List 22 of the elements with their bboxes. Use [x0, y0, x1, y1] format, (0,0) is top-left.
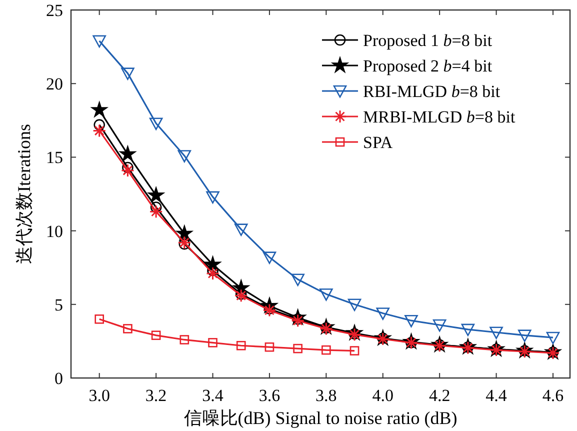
- y-tick-label: 20: [46, 74, 63, 94]
- x-axis-title: 信噪比(dB) Signal to noise ratio (dB): [184, 408, 458, 428]
- y-tick-label: 25: [46, 1, 63, 20]
- x-tick-label: 4.4: [486, 386, 508, 405]
- y-tick-label: 5: [54, 295, 63, 314]
- y-tick-label: 10: [46, 222, 63, 241]
- y-tick-label: 0: [54, 369, 63, 388]
- x-tick-label: 3.8: [316, 386, 337, 405]
- x-tick-label: 4.2: [428, 386, 450, 405]
- legend-label: Proposed 1 b=8 bit: [363, 31, 492, 50]
- x-tick-label: 4.0: [372, 386, 394, 405]
- legend-label: RBI-MLGD b=8 bit: [363, 82, 500, 101]
- x-tick-label: 3.4: [202, 386, 224, 405]
- legend-label: Proposed 2 b=4 bit: [363, 56, 492, 76]
- x-tick-label: 3.6: [258, 386, 280, 405]
- legend-label: MRBI-MLGD b=8 bit: [363, 108, 516, 126]
- y-axis-title: 迭代次数Iterations: [14, 124, 34, 264]
- x-tick-label: 3.0: [88, 386, 110, 405]
- x-tick-label: 3.2: [145, 386, 167, 405]
- x-tick-label: 4.6: [542, 386, 564, 405]
- y-tick-label: 15: [46, 148, 63, 168]
- legend-label: SPA: [363, 133, 394, 152]
